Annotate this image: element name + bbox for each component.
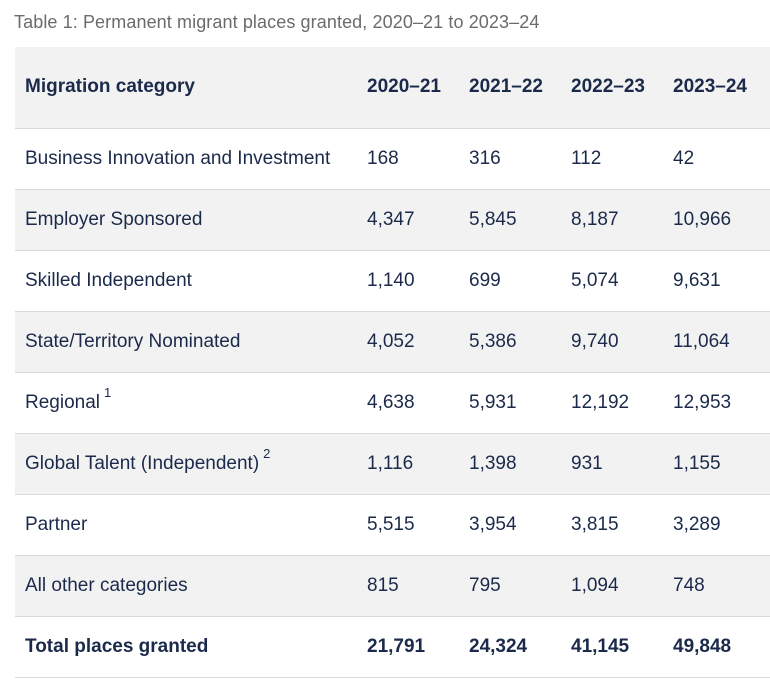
table-cell: 11,064 (663, 311, 770, 373)
table-cell: 168 (357, 128, 459, 190)
migrant-places-table: Migration category 2020–21 2021–22 2022–… (15, 47, 770, 678)
table-cell: 5,386 (459, 311, 561, 373)
category-label: Business Innovation and Investment (25, 147, 331, 169)
table-row: Global Talent (Independent) 2 1,116 1,398… (15, 433, 770, 495)
row-category: Business Innovation and Investment (15, 128, 357, 190)
column-header-2023-24: 2023–24 (663, 47, 770, 129)
table-cell: 5,074 (561, 250, 663, 312)
table-cell: 1,140 (357, 250, 459, 312)
table-cell: 815 (357, 555, 459, 617)
table-cell: 5,515 (357, 494, 459, 556)
total-cell: 21,791 (357, 616, 459, 678)
table-cell: 112 (561, 128, 663, 190)
table-cell: 795 (459, 555, 561, 617)
table-cell: 3,289 (663, 494, 770, 556)
table-row: All other categories 815 795 1,094 748 (15, 555, 770, 617)
table-cell: 5,845 (459, 189, 561, 251)
table-cell: 316 (459, 128, 561, 190)
category-label: All other categories (25, 574, 188, 596)
row-category: State/Territory Nominated (15, 311, 357, 373)
total-label: Total places granted (15, 616, 357, 678)
category-label: Partner (25, 513, 88, 535)
table-cell: 4,052 (357, 311, 459, 373)
table-row: Partner 5,515 3,954 3,815 3,289 (15, 494, 770, 556)
table-cell: 1,094 (561, 555, 663, 617)
table-cell: 10,966 (663, 189, 770, 251)
total-cell: 41,145 (561, 616, 663, 678)
table-row: State/Territory Nominated 4,052 5,386 9,… (15, 311, 770, 373)
category-label: State/Territory Nominated (25, 330, 241, 352)
table-cell: 1,116 (357, 433, 459, 495)
row-category: Skilled Independent (15, 250, 357, 312)
table-cell: 12,192 (561, 372, 663, 434)
column-header-2021-22: 2021–22 (459, 47, 561, 129)
category-label: Regional (25, 391, 100, 413)
footnote-marker: 2 (263, 446, 271, 462)
footnote-marker: 1 (104, 385, 112, 401)
table-body: Business Innovation and Investment 168 3… (15, 128, 770, 678)
header-row: Migration category 2020–21 2021–22 2022–… (15, 47, 770, 129)
row-category: Partner (15, 494, 357, 556)
table-cell: 1,398 (459, 433, 561, 495)
table-cell: 4,347 (357, 189, 459, 251)
table-cell: 8,187 (561, 189, 663, 251)
table-cell: 5,931 (459, 372, 561, 434)
row-category: All other categories (15, 555, 357, 617)
column-header-category: Migration category (15, 47, 357, 129)
table-cell: 9,631 (663, 250, 770, 312)
table-caption: Table 1: Permanent migrant places grante… (14, 12, 540, 32)
row-category: Global Talent (Independent) 2 (15, 433, 357, 495)
table-cell: 3,954 (459, 494, 561, 556)
table-row: Regional 1 4,638 5,931 12,192 12,953 (15, 372, 770, 434)
table-cell: 12,953 (663, 372, 770, 434)
table-row: Employer Sponsored 4,347 5,845 8,187 10,… (15, 189, 770, 251)
column-header-2022-23: 2022–23 (561, 47, 663, 129)
table-header: Migration category 2020–21 2021–22 2022–… (15, 47, 770, 129)
table-cell: 931 (561, 433, 663, 495)
table-cell: 748 (663, 555, 770, 617)
table-row: Business Innovation and Investment 168 3… (15, 128, 770, 190)
row-category: Regional 1 (15, 372, 357, 434)
table-cell: 4,638 (357, 372, 459, 434)
total-cell: 24,324 (459, 616, 561, 678)
table-cell: 3,815 (561, 494, 663, 556)
category-label: Skilled Independent (25, 269, 192, 291)
table-cell: 1,155 (663, 433, 770, 495)
table-cell: 42 (663, 128, 770, 190)
row-category: Employer Sponsored (15, 189, 357, 251)
total-cell: 49,848 (663, 616, 770, 678)
table-row: Skilled Independent 1,140 699 5,074 9,63… (15, 250, 770, 312)
total-row: Total places granted 21,791 24,324 41,14… (15, 616, 770, 678)
column-header-2020-21: 2020–21 (357, 47, 459, 129)
table-cell: 9,740 (561, 311, 663, 373)
table-cell: 699 (459, 250, 561, 312)
category-label: Employer Sponsored (25, 208, 203, 230)
category-label: Global Talent (Independent) (25, 452, 260, 474)
